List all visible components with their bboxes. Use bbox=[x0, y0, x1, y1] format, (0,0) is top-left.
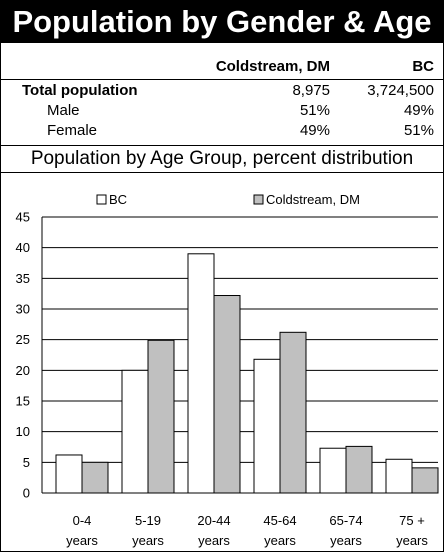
x-tick-label: 0-4 bbox=[73, 513, 92, 528]
x-tick-label-unit: years bbox=[264, 533, 296, 548]
bar-bc bbox=[385, 458, 413, 494]
table-row-male: Male 51% 49% bbox=[0, 101, 444, 121]
y-tick-label: 15 bbox=[16, 394, 30, 409]
y-tick-label: 25 bbox=[16, 332, 30, 347]
x-tick-label: 65-74 bbox=[329, 513, 362, 528]
y-tick-label: 10 bbox=[16, 424, 30, 439]
page-title: Population by Gender & Age bbox=[1, 1, 443, 43]
bar-bc bbox=[253, 358, 281, 494]
bar-coldstream bbox=[411, 467, 439, 494]
chart-subtitle: Population by Age Group, percent distrib… bbox=[30, 148, 414, 169]
legend-swatch bbox=[96, 194, 107, 205]
x-tick-label: 5-19 bbox=[135, 513, 161, 528]
y-tick-label: 45 bbox=[16, 210, 30, 225]
bar-coldstream bbox=[279, 331, 307, 494]
legend-label: BC bbox=[109, 192, 127, 207]
cell-male-coldstream: 51% bbox=[299, 102, 330, 119]
x-tick-label-unit: years bbox=[132, 533, 164, 548]
cell-male-bc: 49% bbox=[403, 102, 434, 119]
x-tick-label: 75 + bbox=[399, 513, 425, 528]
y-tick-label: 30 bbox=[16, 302, 30, 317]
x-tick-label-unit: years bbox=[330, 533, 362, 548]
y-tick-label: 20 bbox=[16, 363, 30, 378]
section-divider-top bbox=[0, 145, 444, 146]
x-tick-label-unit: years bbox=[396, 533, 428, 548]
table-row-total: Total population 8,975 3,724,500 bbox=[0, 81, 444, 101]
y-tick-label: 35 bbox=[16, 271, 30, 286]
bar-bc bbox=[319, 447, 347, 494]
cell-total-bc: 3,724,500 bbox=[367, 82, 434, 99]
row-label-male: Male bbox=[47, 102, 80, 119]
cell-total-coldstream: 8,975 bbox=[292, 82, 330, 99]
bar-coldstream bbox=[81, 461, 109, 494]
x-tick-label-unit: years bbox=[66, 533, 98, 548]
y-tick-label: 5 bbox=[23, 455, 30, 470]
y-tick-label: 0 bbox=[23, 486, 30, 501]
row-label-female: Female bbox=[47, 122, 98, 139]
table-header-row: Coldstream, DM BC bbox=[0, 57, 444, 77]
y-tick-label: 40 bbox=[16, 240, 30, 255]
cell-female-bc: 51% bbox=[403, 122, 434, 139]
x-tick-label: 45-64 bbox=[263, 513, 296, 528]
section-divider-bottom bbox=[0, 172, 444, 173]
bar-bc bbox=[55, 454, 83, 494]
bar-coldstream bbox=[345, 445, 373, 494]
bar-coldstream bbox=[147, 339, 175, 494]
bar-coldstream bbox=[213, 295, 241, 494]
population-table: Coldstream, DM BC Total population 8,975… bbox=[0, 43, 444, 145]
bar-bc bbox=[187, 253, 215, 494]
legend-swatch bbox=[253, 194, 264, 205]
x-tick-label: 20-44 bbox=[197, 513, 230, 528]
table-divider bbox=[0, 79, 444, 80]
cell-female-coldstream: 49% bbox=[299, 122, 330, 139]
header-bc: BC bbox=[412, 58, 434, 75]
row-label-total: Total population bbox=[22, 82, 138, 99]
header-coldstream: Coldstream, DM bbox=[215, 58, 330, 75]
legend-label: Coldstream, DM bbox=[266, 192, 360, 207]
x-tick-label-unit: years bbox=[198, 533, 230, 548]
table-row-female: Female 49% 51% bbox=[0, 121, 444, 141]
bar-bc bbox=[121, 369, 149, 494]
